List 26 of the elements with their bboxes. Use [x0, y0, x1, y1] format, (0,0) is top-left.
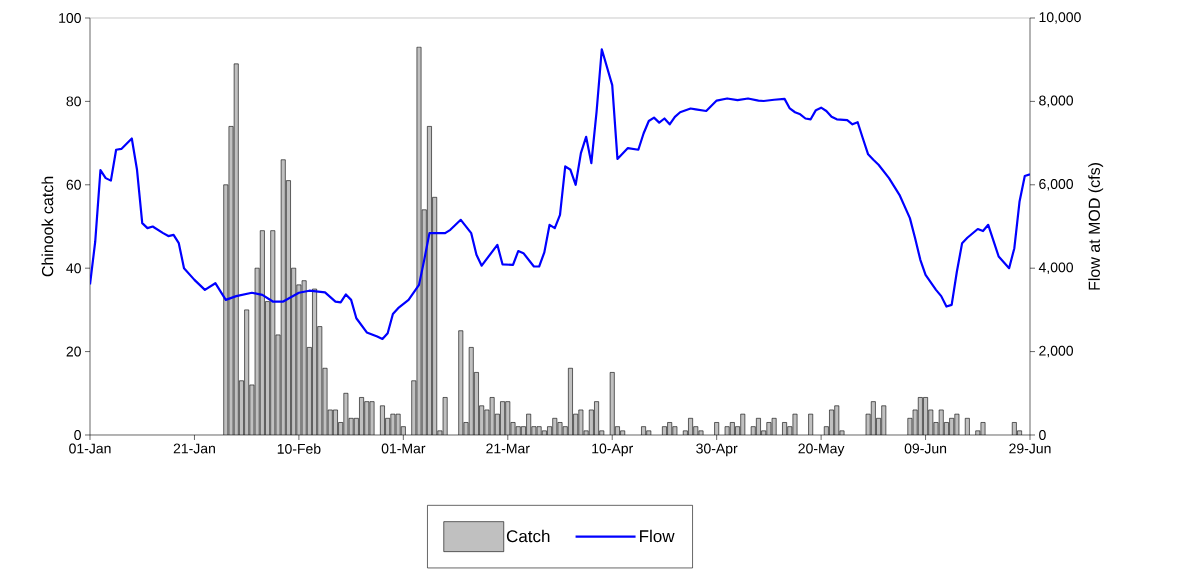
- legend-label: Flow: [640, 529, 675, 543]
- y-tick-label: 100: [59, 13, 81, 23]
- y2-tick-label: 10,000: [1039, 12, 1081, 24]
- x-tick-label: 09-Jun: [904, 443, 947, 454]
- y2-tick-label: 6,000: [1039, 179, 1074, 191]
- x-tick-label: 21-Mar: [486, 443, 530, 454]
- x-tick-label: 01-Jan: [69, 443, 111, 454]
- y-tick-label: 0: [74, 430, 81, 440]
- y-tick-label: 40: [66, 263, 81, 274]
- y2-axis-title: Flow at MOD (cfs): [1088, 163, 1104, 290]
- y2-tick-label: 0: [1039, 430, 1046, 440]
- x-tick-label: 01-Mar: [381, 443, 426, 454]
- y2-tick-label: 8,000: [1039, 95, 1074, 108]
- x-tick-label: 21-Jan: [173, 443, 215, 454]
- y2-tick-label: 4,000: [1038, 262, 1074, 274]
- x-tick-label: 20-May: [798, 443, 845, 457]
- y-axis-title: Chinook catch: [41, 176, 54, 277]
- y-tick-label: 80: [66, 96, 81, 107]
- x-tick-label: 30-Apr: [696, 443, 738, 457]
- x-tick-label: 10-Apr: [592, 443, 634, 457]
- legend-label: Catch: [506, 529, 550, 543]
- x-tick-label: 29-Jun: [1009, 443, 1051, 454]
- x-tick-label: 10-Feb: [277, 443, 321, 454]
- y-tick-label: 20: [66, 346, 81, 357]
- y2-tick-label: 2,000: [1039, 345, 1074, 358]
- y-tick-label: 60: [66, 179, 81, 190]
